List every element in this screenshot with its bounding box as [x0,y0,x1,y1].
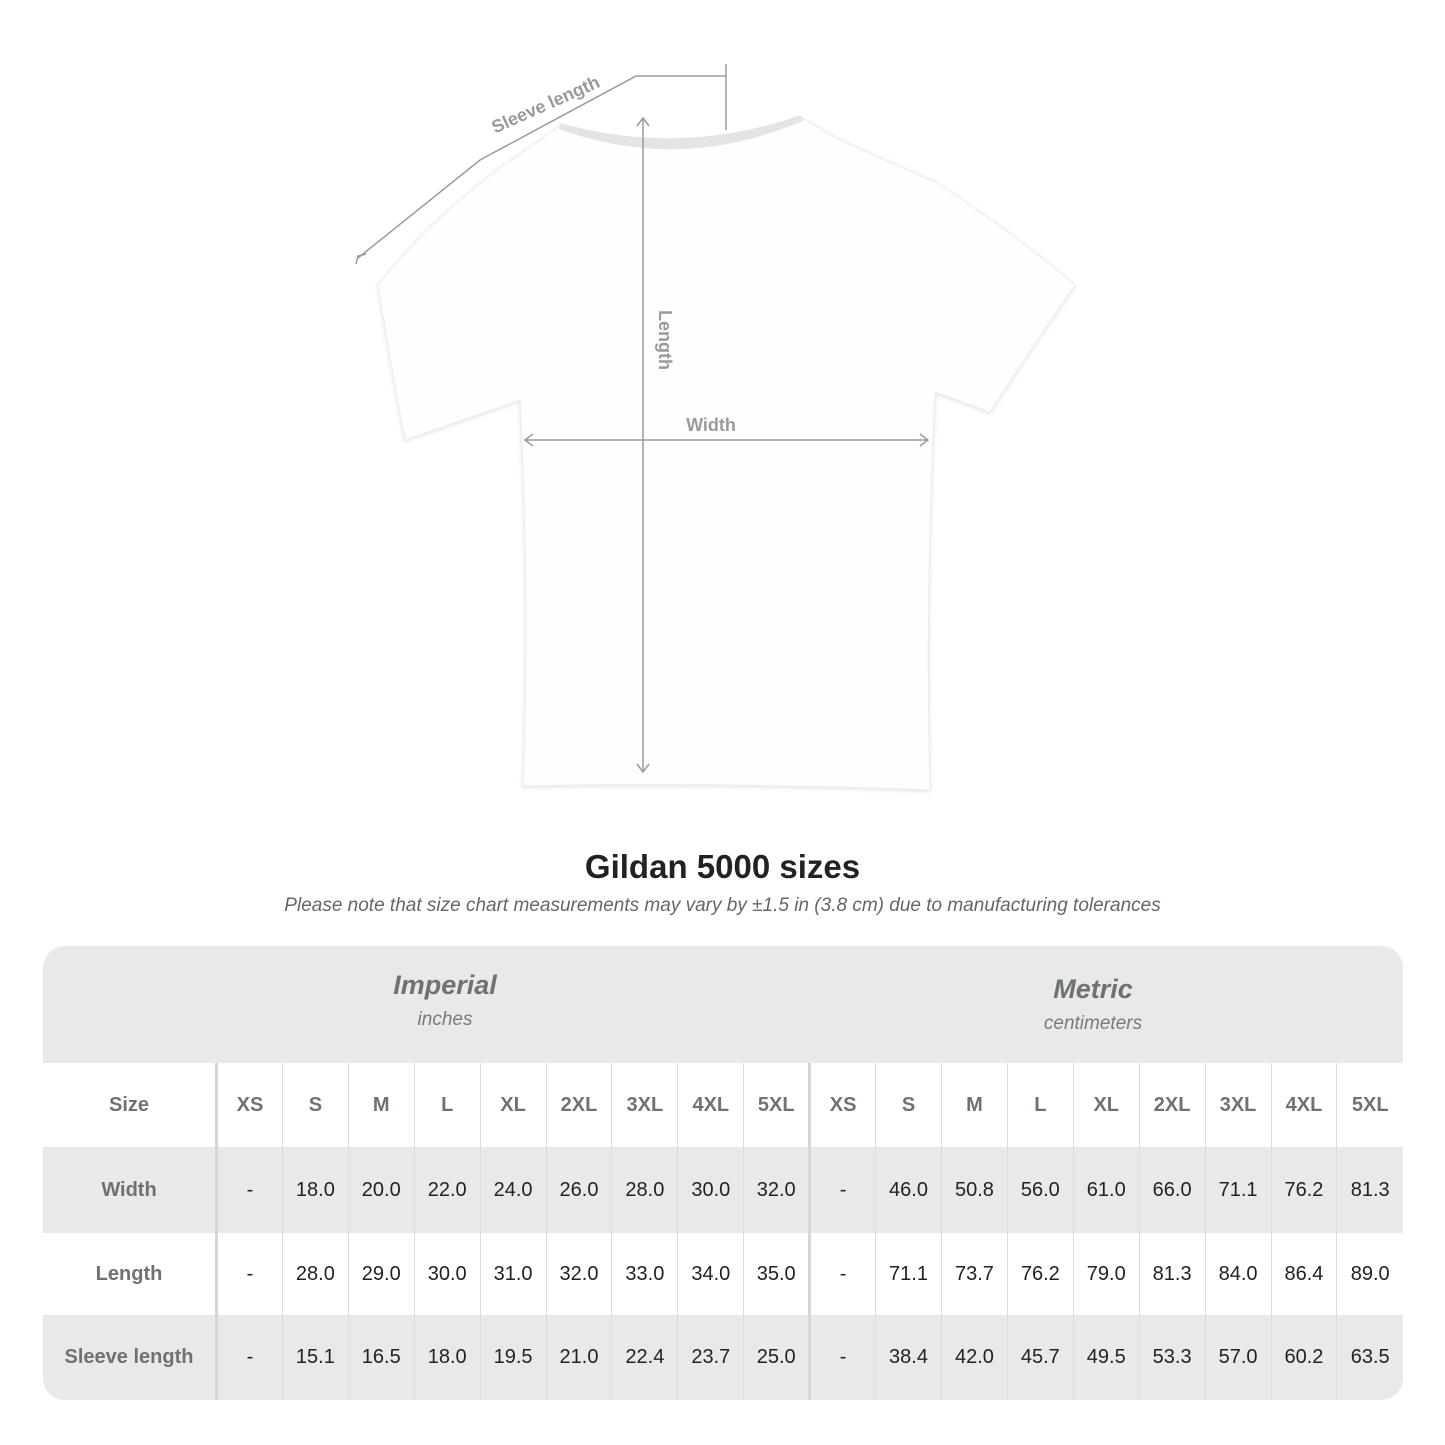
metric-cell: 53.3 [1138,1315,1206,1400]
metric-cell: 49.5 [1072,1315,1140,1400]
metric-size-l: L [1006,1063,1074,1147]
imperial-cell: 24.0 [479,1147,547,1233]
tolerance-note: Please note that size chart measurements… [284,895,1161,916]
measure-lines [355,64,930,774]
imperial-cell: 30.0 [413,1233,481,1315]
imperial-cell: 22.4 [611,1315,678,1400]
imperial-cell: 33.0 [611,1233,678,1315]
metric-title: Metric [1053,974,1133,1004]
metric-cell: 50.8 [940,1147,1008,1233]
chart-title: Gildan 5000 sizes [584,848,861,885]
metric-cell: 86.4 [1270,1233,1337,1315]
metric-cell: 71.1 [875,1233,942,1315]
metric-cell: 66.0 [1138,1147,1206,1233]
metric-size-xl: XL [1072,1063,1140,1147]
imperial-cell: 18.0 [413,1315,481,1400]
imperial-cell: 32.0 [743,1147,810,1233]
imperial-size-5xl: 5XL [743,1063,810,1147]
metric-size-4xl: 4XL [1270,1063,1337,1147]
metric-cell: 46.0 [875,1147,942,1233]
metric-cell: 81.3 [1336,1147,1403,1233]
size-header-row: Size XS S M L XL 2XL 3XL 4XL 5XL XS S M L XL 2XL 3XL 4XL 5… [43,1063,1403,1147]
width-label: Width [686,415,736,435]
imperial-cell: 22.0 [413,1147,481,1233]
metric-cell: 45.7 [1006,1315,1074,1400]
size-header-label: Size [43,1063,218,1147]
metric-cell: 76.2 [1006,1233,1074,1315]
imperial-size-2xl: 2XL [545,1063,612,1147]
metric-cell: - [808,1233,876,1315]
metric-cell: 79.0 [1072,1233,1140,1315]
imperial-cell: 21.0 [545,1315,612,1400]
imperial-cell: 18.0 [281,1147,349,1233]
imperial-cell: 26.0 [545,1147,612,1233]
imperial-cell: 28.0 [281,1233,349,1315]
length-label: Length [655,310,675,370]
metric-cell: 89.0 [1336,1233,1403,1315]
metric-size-s: S [875,1063,942,1147]
imperial-size-xs: XS [216,1063,283,1147]
metric-cell: 84.0 [1204,1233,1271,1315]
metric-cell: 76.2 [1270,1147,1337,1233]
imperial-cell: 16.5 [347,1315,415,1400]
metric-cell: 73.7 [940,1233,1008,1315]
tshirt-shape [377,117,1076,791]
imperial-size-l: L [413,1063,481,1147]
size-table: Imperial inches Metric centimeters Size X… [43,946,1403,1400]
metric-size-2xl: 2XL [1138,1063,1206,1147]
metric-cell: 61.0 [1072,1147,1140,1233]
imperial-cell: 29.0 [347,1233,415,1315]
tshirt-diagram: Sleeve length Length Width [355,64,1076,791]
imperial-cell: - [216,1147,283,1233]
imperial-cell: - [216,1233,283,1315]
metric-cell: 42.0 [940,1315,1008,1400]
metric-unit: centimeters [1043,1013,1143,1034]
metric-header: Metric centimeters [863,974,1323,1091]
imperial-cell: 31.0 [479,1233,547,1315]
imperial-cell: 19.5 [479,1315,547,1400]
metric-size-xs: XS [808,1063,876,1147]
imperial-size-3xl: 3XL [611,1063,678,1147]
imperial-size-m: M [347,1063,415,1147]
table-row-length: Length -28.0 29.0 30.0 31.0 32.0 33.0 34.0 35.0-… [43,1233,1403,1315]
row-label: Sleeve length [43,1315,218,1400]
metric-size-5xl: 5XL [1336,1063,1403,1147]
metric-cell: 56.0 [1006,1147,1074,1233]
imperial-cell: 15.1 [281,1315,349,1400]
table-row-width: Width -18.0 20.0 22.0 24.0 26.0 28.0 30.0 32.0-4… [43,1147,1403,1233]
imperial-size-xl: XL [479,1063,547,1147]
imperial-cell: 34.0 [677,1233,744,1315]
imperial-unit: inches [417,1009,473,1030]
imperial-cell: 23.7 [677,1315,744,1400]
imperial-cell: 25.0 [743,1315,810,1400]
metric-cell: 60.2 [1270,1315,1337,1400]
imperial-cell: - [216,1315,283,1400]
metric-cell: 71.1 [1204,1147,1271,1233]
imperial-cell: 35.0 [743,1233,810,1315]
metric-cell: 38.4 [875,1315,942,1400]
imperial-cell: 20.0 [347,1147,415,1233]
metric-cell: 81.3 [1138,1233,1206,1315]
table-row-sleeve-length: Sleeve length -15.1 16.5 18.0 19.5 21.0 22.4 23… [43,1315,1403,1400]
metric-cell: - [808,1315,876,1400]
imperial-cell: 30.0 [677,1147,744,1233]
sleeve-length-label: Sleeve length [488,72,602,137]
metric-cell: - [808,1147,876,1233]
imperial-cell: 32.0 [545,1233,612,1315]
imperial-size-s: S [281,1063,349,1147]
row-label: Length [43,1233,218,1315]
imperial-cell: 28.0 [611,1147,678,1233]
metric-size-m: M [940,1063,1008,1147]
imperial-header: Imperial inches [215,970,675,1087]
metric-cell: 57.0 [1204,1315,1271,1400]
metric-size-3xl: 3XL [1204,1063,1271,1147]
imperial-title: Imperial [393,970,497,1000]
size-grid: Size XS S M L XL 2XL 3XL 4XL 5XL XS S M L XL 2XL 3XL 4XL 5… [43,1063,1403,1400]
row-label: Width [43,1147,218,1233]
metric-cell: 63.5 [1336,1315,1403,1400]
imperial-size-4xl: 4XL [677,1063,744,1147]
